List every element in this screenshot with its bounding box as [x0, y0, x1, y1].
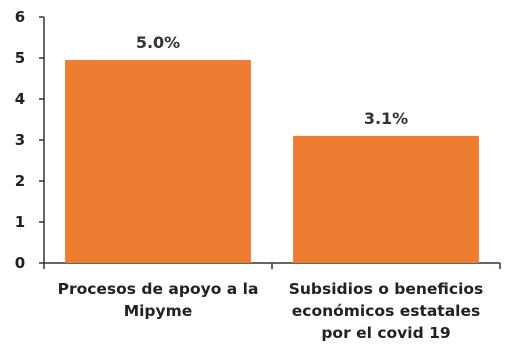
- category-label-2: por el covid 19: [321, 324, 450, 342]
- y-tick-label: 6: [15, 8, 25, 26]
- y-tick-label: 0: [15, 254, 25, 272]
- bar-2: [293, 135, 479, 263]
- category-label-2: económicos estatales: [292, 302, 480, 320]
- y-tick-label: 2: [15, 172, 25, 190]
- bar-series: [65, 60, 479, 263]
- category-label-2: Subsidios o beneficios: [289, 280, 484, 298]
- y-tick-label: 3: [15, 131, 25, 149]
- data-label-2: 3.1%: [364, 109, 408, 128]
- y-tick-label: 4: [15, 90, 25, 108]
- data-label-1: 5.0%: [136, 33, 180, 52]
- y-tick-label: 5: [15, 49, 25, 67]
- y-axis-ticks: 0 1 2 3 4 5 6: [15, 8, 44, 272]
- y-tick-label: 1: [15, 213, 25, 231]
- data-labels: 5.0% 3.1%: [136, 33, 408, 128]
- category-label-1: Mipyme: [124, 302, 193, 320]
- bar-1: [65, 60, 251, 263]
- category-label-1: Procesos de apoyo a la: [58, 280, 259, 298]
- category-labels: Procesos de apoyo a la Mipyme Subsidios o …: [58, 280, 484, 342]
